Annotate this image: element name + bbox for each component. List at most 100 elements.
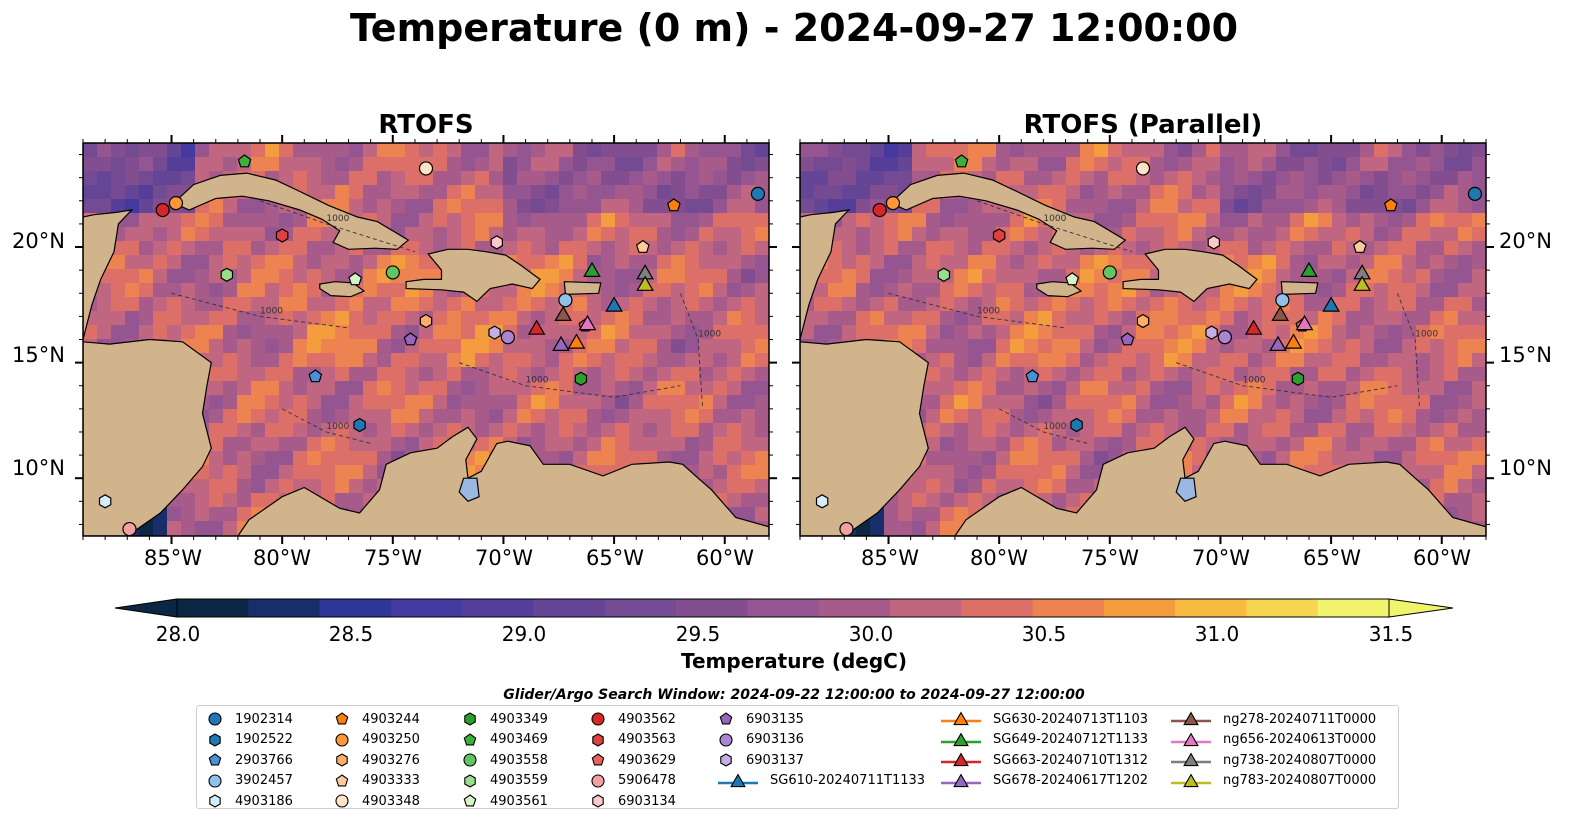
land-central-america [800,143,929,536]
colorbar-under-extend [114,598,178,618]
isobath-contour [680,293,704,409]
lon-tick-label: 65°W [586,546,644,570]
land-hispaniola [1122,248,1258,303]
lon-tick-label: 60°W [1413,546,1471,570]
legend-item-argo-6903136: 6903136 [716,731,804,749]
legend-item-argo-4903250: 4903250 [332,731,420,749]
glider-SG663-20240710T1312 [527,319,546,335]
isobath-contour [281,408,371,444]
legend-item-argo-2903766: 2903766 [205,751,293,769]
lat-tick-label: 15°N [12,343,65,367]
contour-label: 1000 [326,214,349,224]
isobath-contour [259,200,416,253]
argo-float-4903244 [666,198,681,212]
land-cuba [172,172,410,250]
glider-SG610-20240711T1133 [605,296,623,312]
lon-tick-label: 60°W [696,546,754,570]
glider-SG663-20240710T1312 [1244,319,1263,335]
glider-ng783-20240807T0000 [1353,275,1371,291]
argo-float-6903137 [1205,325,1218,340]
legend-item-argo-5906478: 5906478 [588,772,676,790]
isobath-contour [888,292,1066,329]
legend-item-argo-4903559: 4903559 [460,772,548,790]
argo-float-4903561 [1065,272,1080,286]
argo-float-4903558 [385,265,400,280]
argo-float-6903137 [488,325,501,340]
argo-float-4903333 [635,239,650,253]
colorbar-tick-label: 28.5 [328,622,374,646]
glider-ng783-20240807T0000 [636,275,654,291]
contour-label: 1000 [1243,376,1266,386]
colorbar-segment [1032,599,1105,617]
argo-float-4903250 [168,196,184,211]
argo-float-4903349 [1291,371,1305,386]
lat-tick-label: 20°N [12,229,65,253]
lat-tick-label: 10°N [12,456,65,480]
colorbar-tick-label: 30.0 [848,622,894,646]
argo-float-4903558 [1102,265,1117,280]
legend-item-glider-SG649-20240712T1133: SG649-20240712T1133 [939,731,1148,749]
land-puerto-rico [563,281,602,296]
legend-item-glider-ng783-20240807T0000: ng783-20240807T0000 [1169,772,1376,790]
isobath-contour [171,292,349,329]
colorbar-segment [533,599,606,617]
colorbar-segment [319,599,392,617]
glider-ng278-20240711T0000 [1271,305,1290,321]
isobath-contour [998,408,1088,444]
argo-float-4903561 [348,272,363,286]
lon-tick-label: 70°W [475,546,533,570]
legend-item-argo-4903276: 4903276 [332,751,420,769]
legend-item-glider-SG678-20240617T1202: SG678-20240617T1202 [939,772,1148,790]
legend-item-argo-4903348: 4903348 [332,792,420,810]
legend-item-glider-ng278-20240711T0000: ng278-20240711T0000 [1169,710,1376,728]
colorbar-segment [1246,599,1319,617]
land-jamaica [319,281,366,298]
colorbar-segment [604,599,677,617]
legend-item-argo-1902522: 1902522 [205,731,293,749]
argo-float-4903562 [872,202,887,218]
legend-item-argo-4903186: 4903186 [205,792,293,810]
lon-tick-label: 70°W [1192,546,1250,570]
argo-float-6903135 [403,332,418,346]
lon-tick-label: 65°W [1303,546,1361,570]
legend-item-argo-4903629: 4903629 [588,751,676,769]
legend-item-argo-4903561: 4903561 [460,792,548,810]
argo-float-4903348 [1135,161,1151,176]
land-jamaica [1036,281,1083,298]
land-cuba [889,172,1127,250]
legend-item-argo-4903349: 4903349 [460,710,548,728]
colorbar-segment [747,599,820,617]
isobath-contour [1176,362,1398,398]
argo-float-1902522 [353,417,366,433]
glider-SG649-20240712T1133 [583,261,601,277]
lon-tick-label: 80°W [970,546,1028,570]
colorbar-tick-label: 31.0 [1194,622,1240,646]
argo-float-6903136 [500,330,515,345]
colorbar-segment [818,599,891,617]
argo-float-4903276 [419,313,433,329]
glider-SG630-20240713T1103 [1284,333,1303,349]
glider-SG649-20240712T1133 [1300,261,1318,277]
legend-item-glider-SG610-20240711T1133: SG610-20240711T1133 [716,772,925,790]
argo-float-4903559 [220,267,234,282]
panel-title-rtofs: RTOFS [378,110,474,140]
land-orinoco-lake [1175,477,1197,503]
argo-float-4903349 [574,371,588,386]
argo-float-4903563 [992,228,1006,243]
argo-float-4903469 [237,154,252,168]
lon-tick-label: 85°W [144,546,202,570]
contour-label: 1000 [526,376,549,386]
colorbar-segment [1317,599,1390,617]
isobath-contour [1397,293,1421,409]
figure-title: Temperature (0 m) - 2024-09-27 12:00:00 [349,6,1239,50]
colorbar-segment [676,599,748,617]
argo-float-4903562 [155,202,170,218]
argo-float-4903559 [937,267,951,282]
glider-SG630-20240713T1103 [567,333,586,349]
panel-title-rtofs-parallel: RTOFS (Parallel) [1023,110,1263,140]
glider-SG678-20240617T1202 [552,335,570,351]
argo-float-3902457 [1275,293,1290,308]
colorbar-segment [390,599,463,617]
colorbar-tick-label: 28.0 [155,622,201,646]
argo-float-6903134 [490,235,503,250]
